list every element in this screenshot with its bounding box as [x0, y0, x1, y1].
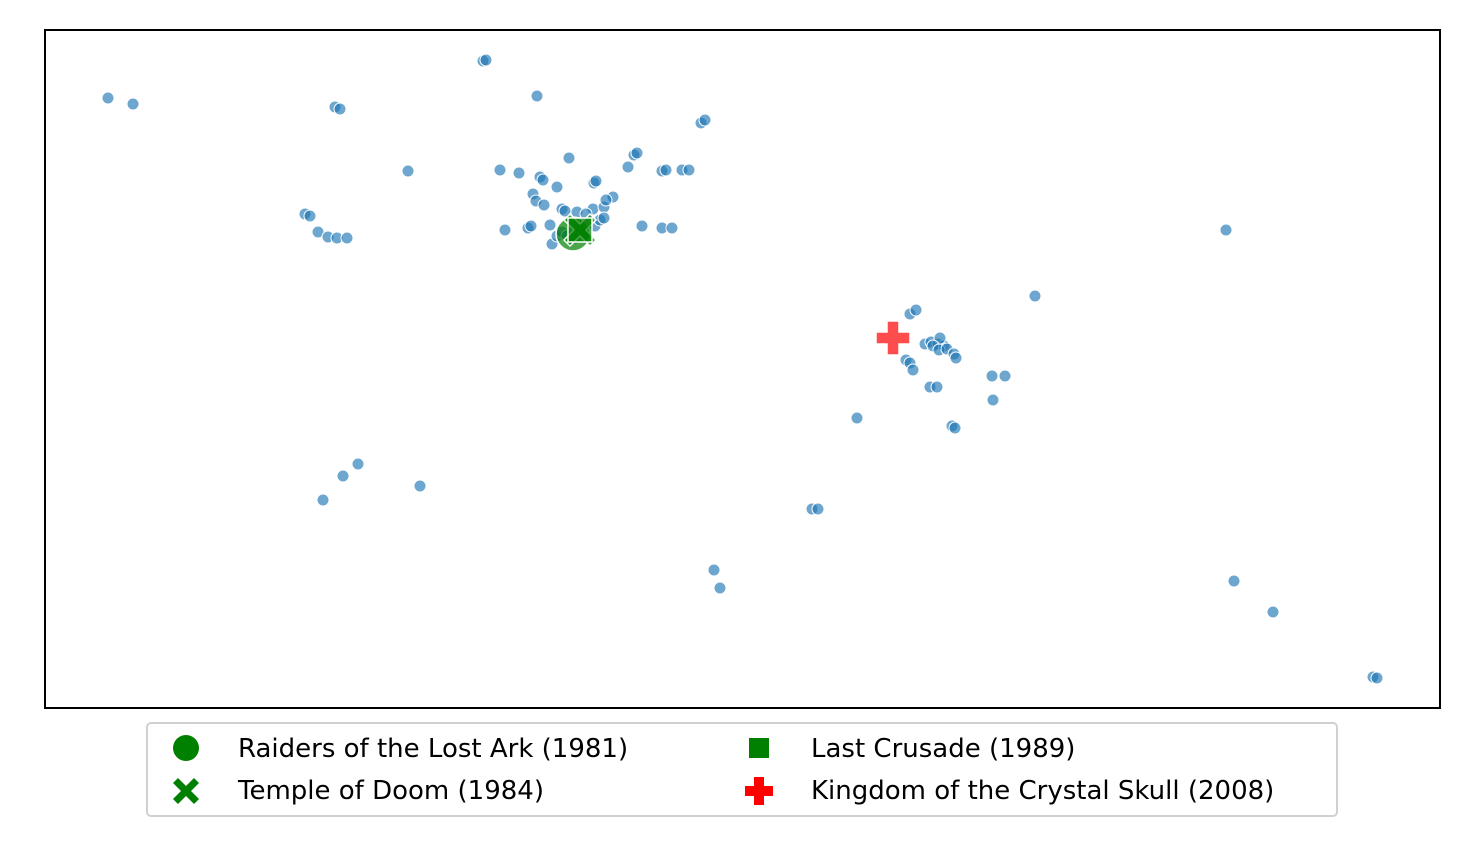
scatter-point [1227, 574, 1241, 588]
legend-label-crystal-skull: Kingdom of the Crystal Skull (2008) [811, 776, 1274, 806]
legend: Raiders of the Lost Ark (1981) Last Crus… [146, 722, 1338, 817]
square-icon [749, 738, 769, 758]
scatter-point [630, 146, 644, 160]
scatter-point [811, 502, 825, 516]
scatter-point [413, 479, 427, 493]
scatter-point [493, 163, 507, 177]
legend-item-temple: Temple of Doom (1984) [173, 776, 544, 806]
scatter-point [930, 380, 944, 394]
scatter-point [340, 231, 354, 245]
scatter-point [333, 102, 347, 116]
legend-label-raiders: Raiders of the Lost Ark (1981) [238, 734, 628, 764]
legend-item-crystal-skull: Kingdom of the Crystal Skull (2008) [745, 776, 1274, 806]
scatter-point [665, 221, 679, 235]
scatter-point [1028, 289, 1042, 303]
scatter-point [401, 164, 415, 178]
movie-markers [555, 212, 911, 356]
scatter-point [543, 218, 557, 232]
scatter-point [530, 89, 544, 103]
legend-label-last-crusade: Last Crusade (1989) [811, 734, 1075, 764]
scatter-point [589, 174, 603, 188]
scatter-point [906, 363, 920, 377]
scatter-point [909, 303, 923, 317]
scatter-point [536, 173, 550, 187]
scatter-point [985, 369, 999, 383]
movie-marker-square [567, 217, 593, 243]
scatter-points [101, 53, 1384, 685]
legend-item-raiders: Raiders of the Lost Ark (1981) [173, 734, 628, 764]
scatter-point [948, 421, 962, 435]
movie-marker-plus [875, 320, 911, 356]
scatter-point [698, 113, 712, 127]
legend-item-last-crusade: Last Crusade (1989) [749, 734, 1075, 764]
scatter-point [635, 219, 649, 233]
scatter-point [949, 351, 963, 365]
scatter-point [336, 469, 350, 483]
scatter-point [479, 53, 493, 67]
scatter-point [512, 166, 526, 180]
plus-icon [745, 777, 773, 805]
scatter-point [986, 393, 1000, 407]
scatter-point [303, 209, 317, 223]
scatter-point [101, 91, 115, 105]
scatter-point [316, 493, 330, 507]
scatter-point [126, 97, 140, 111]
scatter-point [597, 211, 611, 225]
scatter-point [713, 581, 727, 595]
x-icon [173, 778, 199, 804]
scatter-point [550, 180, 564, 194]
plot-frame [44, 29, 1441, 709]
scatter-point [682, 163, 696, 177]
legend-label-temple: Temple of Doom (1984) [237, 776, 544, 806]
scatter-point [707, 563, 721, 577]
scatter-point [524, 219, 538, 233]
scatter-point [1219, 223, 1233, 237]
scatter-point [621, 160, 635, 174]
scatter-point [599, 193, 613, 207]
legend-box [146, 722, 1338, 817]
scatter-point [562, 151, 576, 165]
circle-icon [173, 735, 199, 761]
scatter-point [998, 369, 1012, 383]
scatter-point [1266, 605, 1280, 619]
scatter-point [659, 163, 673, 177]
scatter-point [351, 457, 365, 471]
scatter-point [537, 198, 551, 212]
scatter-point [1370, 671, 1384, 685]
scatter-point [850, 411, 864, 425]
scatter-point [498, 223, 512, 237]
